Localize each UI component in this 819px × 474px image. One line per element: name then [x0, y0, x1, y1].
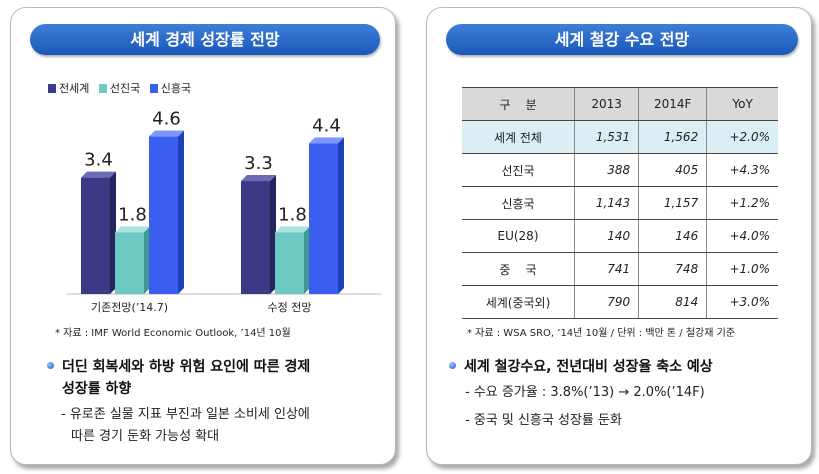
legend-swatch-advanced — [98, 84, 107, 93]
bar-advanced-1 — [275, 226, 310, 294]
cell-yoy: +4.3% — [706, 153, 778, 187]
table-header-row: 구 분 2013 2014F YoY — [462, 87, 778, 121]
col-header-2014f: 2014F — [638, 87, 707, 121]
cell-yoy: +1.2% — [706, 186, 778, 220]
cell-2014f: 748 — [638, 252, 707, 286]
cell-2014f: 146 — [638, 219, 707, 253]
row-label: 세계 전체 — [462, 120, 575, 154]
steel-sub-point-2: - 중국 및 신흥국 성장률 둔화 — [465, 413, 622, 428]
cell-2013: 790 — [573, 285, 639, 319]
table-row: 중 국 741 748 +1.0% — [462, 252, 778, 286]
col-header-category: 구 분 — [462, 87, 575, 121]
bar-emerging-0 — [149, 130, 184, 294]
bar-value-label: 3.4 — [84, 150, 113, 171]
table-row: 세계(중국외) 790 814 +3.0% — [462, 285, 778, 319]
cell-2013: 388 — [573, 153, 639, 187]
bar-value-label: 4.4 — [312, 115, 341, 136]
steel-demand-table: 구 분 2013 2014F YoY 세계 전체 1,531 1,562 +2.… — [462, 87, 778, 319]
bar-value-label: 3.3 — [244, 153, 273, 174]
gdp-sub-point: - 유로존 실물 지표 부진과 일본 소비세 인상에 — [61, 407, 310, 422]
cell-2013: 140 — [573, 219, 639, 253]
legend-item-emerging: 신흥국 — [149, 80, 191, 96]
bullet-dot-icon — [47, 362, 54, 369]
cell-2013: 741 — [573, 252, 639, 286]
row-label: 선진국 — [462, 153, 575, 187]
steel-panel-header: 세계 철강 수요 전망 — [446, 24, 798, 55]
col-header-yoy: YoY — [706, 87, 778, 121]
cell-2014f: 405 — [638, 153, 707, 187]
steel-bullet-point: 세계 철강수요, 전년대비 성장율 축소 예상 — [449, 356, 713, 378]
bar-value-label: 1.8 — [118, 204, 147, 225]
cell-yoy: +1.0% — [706, 252, 778, 286]
bar-world-0 — [81, 171, 116, 294]
chart-legend: 전세계 선진국 신흥국 — [48, 80, 197, 96]
steel-sub-point-1: - 수요 증가율 : 3.8%(’13) → 2.0%(’14F) — [465, 385, 705, 400]
gdp-sub-point-cont: 따른 경기 둔화 가능성 확대 — [71, 429, 220, 444]
bullet-dot-icon — [449, 362, 456, 369]
steel-demand-panel: 세계 철강 수요 전망 구 분 2013 2014F YoY 세계 전체 1,5… — [426, 7, 812, 465]
table-row: 선진국 388 405 +4.3% — [462, 153, 778, 187]
bar-world-1 — [241, 175, 276, 294]
bar-emerging-1 — [309, 137, 344, 294]
legend-swatch-world — [48, 84, 56, 93]
category-label: 수정 전망 — [268, 301, 312, 314]
cell-2013: 1,531 — [573, 120, 639, 154]
table-row: 세계 전체 1,531 1,562 +2.0% — [462, 120, 778, 154]
bar-advanced-0 — [115, 226, 150, 294]
cell-2014f: 814 — [638, 285, 707, 319]
cell-2014f: 1,157 — [638, 186, 707, 220]
cell-2013: 1,143 — [573, 186, 639, 220]
table-row: 신흥국 1,143 1,157 +1.2% — [462, 186, 778, 220]
gdp-bullet-cont: 성장률 하향 — [62, 381, 132, 397]
gdp-panel-header: 세계 경제 성장률 전망 — [30, 24, 380, 55]
gdp-growth-panel: 세계 경제 성장률 전망 전세계 선진국 신흥국 3.4 1.8 4.6 기존전망(’… — [10, 7, 396, 465]
legend-swatch-emerging — [149, 84, 158, 93]
cell-yoy: +4.0% — [706, 219, 778, 253]
bar-value-label: 1.8 — [278, 204, 307, 225]
growth-bar-chart: 3.4 1.8 4.6 기존전망(’14.7) 3.3 1.8 4.4 수정 전망 — [67, 109, 381, 314]
legend-item-world: 전세계 — [48, 80, 89, 96]
col-header-2013: 2013 — [573, 87, 639, 121]
imf-source-note: * 자료 : IMF World Economic Outlook, ’14년 … — [55, 328, 291, 339]
category-label: 기존전망(’14.7) — [91, 301, 168, 314]
row-label: EU(28) — [462, 219, 575, 253]
wsa-source-note: * 자료 : WSA SRO, ’14년 10월 / 단위 : 백만 톤 / 철… — [467, 328, 736, 339]
gdp-bullet-point: 더딘 회복세와 하방 위험 요인에 따른 경제 — [47, 356, 310, 378]
row-label: 중 국 — [462, 252, 575, 286]
bar-value-label: 4.6 — [152, 109, 181, 130]
legend-item-advanced: 선진국 — [98, 80, 140, 96]
row-label: 신흥국 — [462, 186, 575, 220]
table-row: EU(28) 140 146 +4.0% — [462, 219, 778, 253]
cell-2014f: 1,562 — [638, 120, 707, 154]
cell-yoy: +3.0% — [706, 285, 778, 319]
cell-yoy: +2.0% — [706, 120, 778, 154]
row-label: 세계(중국외) — [462, 285, 575, 319]
